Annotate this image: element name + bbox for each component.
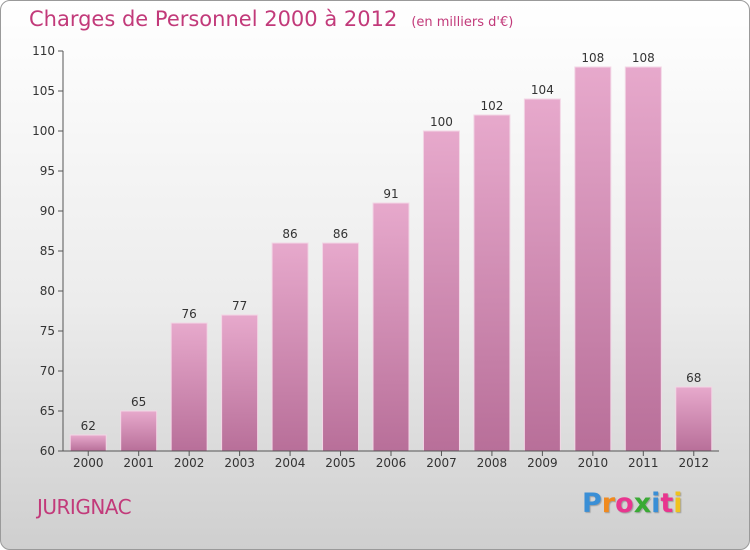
chart-subtitle: (en milliers d'€) [411, 15, 514, 30]
bar-2004 [271, 242, 309, 452]
bar-2010 [574, 66, 612, 452]
logo-letter: i [651, 488, 661, 519]
y-tick-label: 105 [32, 84, 55, 98]
x-tick-label: 2007 [426, 456, 457, 470]
y-tick-label: 95 [40, 164, 55, 178]
bar-value-label: 108 [581, 51, 604, 65]
bar-2005 [322, 242, 360, 452]
bar-value-label: 108 [632, 51, 655, 65]
x-tick-label: 2001 [123, 456, 154, 470]
x-tick-label: 2006 [376, 456, 407, 470]
x-tick-label: 2012 [678, 456, 709, 470]
x-axis: 2000 2001 2002 2003 2004 2005 2006 2007 2008 2009… [63, 450, 719, 470]
logo-letter: P [582, 488, 602, 519]
title-text: Charges de Personnel 2000 à 2012 [29, 7, 398, 31]
bar-value-label: 86 [282, 227, 297, 241]
bar-2011 [624, 66, 662, 452]
y-tick-label: 85 [40, 244, 55, 258]
bar-value-label: 102 [480, 99, 503, 113]
logo-letter: r [601, 488, 616, 519]
bar-value-label: 62 [81, 419, 96, 433]
logo-letter: x [633, 488, 652, 519]
bar-2001 [120, 410, 158, 452]
y-tick-label: 65 [40, 404, 55, 418]
bar-value-label: 65 [131, 395, 146, 409]
logo-letter: t [660, 488, 674, 519]
bar-2008 [473, 114, 511, 452]
place-name: JURIGNAC [37, 495, 132, 519]
y-tick-label: 90 [40, 204, 55, 218]
x-tick-label: 2005 [325, 456, 356, 470]
chart-title: Charges de Personnel 2000 à 2012 (en mill… [29, 7, 513, 31]
bar-value-label: 100 [430, 115, 453, 129]
bar-2000 [69, 434, 107, 452]
bar-value-label: 91 [383, 187, 398, 201]
bar-2009 [523, 98, 561, 452]
proxiti-logo: Proxiti [582, 488, 683, 519]
x-tick-label: 2003 [224, 456, 255, 470]
y-tick-label: 60 [40, 444, 55, 458]
logo-letter: i [673, 488, 683, 519]
y-tick-label: 110 [32, 44, 55, 58]
y-tick-label: 100 [32, 124, 55, 138]
bar-value-label: 68 [686, 371, 701, 385]
y-axis: 60 65 70 75 80 85 90 95 100 105 110 [32, 44, 64, 458]
x-tick-label: 2004 [275, 456, 306, 470]
bar-2003 [221, 314, 259, 452]
bar-value-label: 76 [182, 307, 197, 321]
bar-2006 [372, 202, 410, 452]
x-tick-label: 2011 [628, 456, 659, 470]
bars: 62 65 76 77 86 86 91 100 102 104 108 108 68 [69, 51, 713, 452]
bar-2007 [422, 130, 460, 452]
x-tick-label: 2000 [73, 456, 104, 470]
x-tick-label: 2010 [578, 456, 609, 470]
bar-value-label: 77 [232, 299, 247, 313]
y-tick-label: 70 [40, 364, 55, 378]
bar-value-label: 104 [531, 83, 554, 97]
x-tick-label: 2002 [174, 456, 205, 470]
bar-2002 [170, 322, 208, 452]
y-tick-label: 75 [40, 324, 55, 338]
x-tick-label: 2008 [477, 456, 508, 470]
logo-letter: o [615, 488, 634, 519]
bar-value-label: 86 [333, 227, 348, 241]
x-tick-label: 2009 [527, 456, 558, 470]
y-tick-label: 80 [40, 284, 55, 298]
bar-2012 [675, 386, 713, 452]
